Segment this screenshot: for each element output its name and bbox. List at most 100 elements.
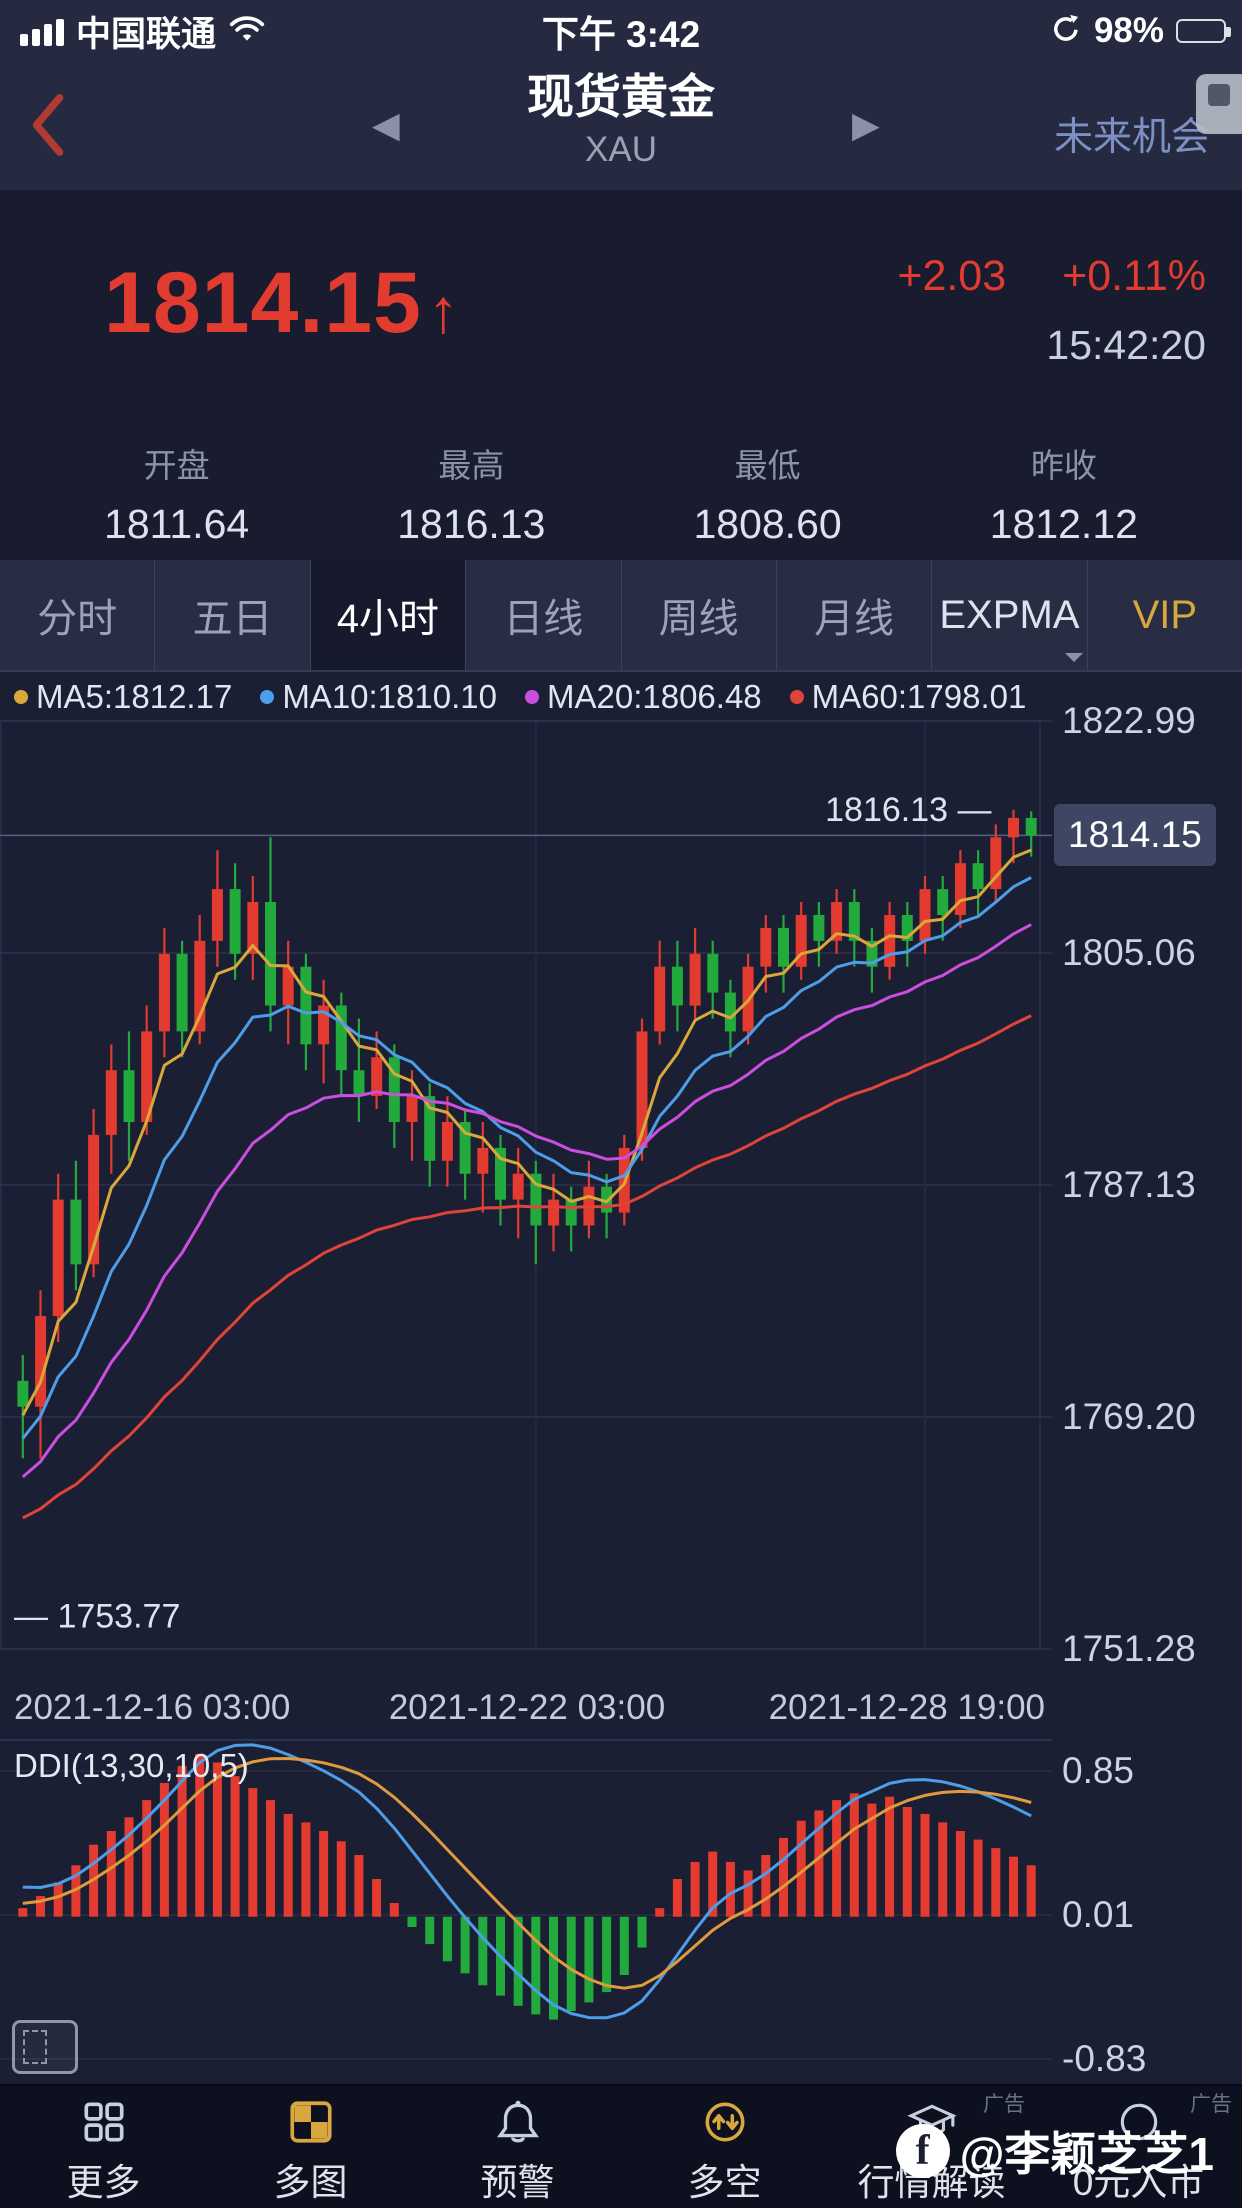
ddi-axis: 0.85 0.01 -0.83 [1052, 1739, 1242, 2084]
tab-vip[interactable]: VIP [1086, 560, 1242, 670]
price-change-percent: +0.11% [1062, 252, 1206, 300]
ma-legend: MA5:1812.17 MA10:1810.10 MA20:1806.48 MA… [14, 678, 1026, 716]
prev-close-label: 昨收 [1030, 447, 1097, 484]
ma5-dot-icon [14, 690, 28, 704]
carrier-name: 中国联通 [76, 14, 217, 54]
ma60-dot-icon [789, 690, 804, 704]
ma5-label: MA5:1812.17 [36, 678, 233, 715]
ma60-legend: MA60:1798.01 [789, 678, 1027, 716]
ddi-indicator-panel: DDI(13,30,10,5) 0.85 0.01 -0.83 [0, 1739, 1242, 2084]
symbol-code: XAU [585, 130, 657, 169]
nav-alert-label: 预警 [480, 2162, 555, 2203]
nav-more-label: 更多 [66, 2162, 141, 2203]
candlestick-chart: MA5:1812.17 MA10:1810.10 MA20:1806.48 MA… [0, 672, 1242, 1680]
nav-zero-entry-label: 0元入市 [1072, 2162, 1205, 2203]
ma10-legend: MA10:1810.10 [260, 678, 497, 716]
ma20-dot-icon [524, 690, 539, 704]
header: ◀ 现货黄金 XAU ▶ 未来机会 [0, 62, 1242, 190]
back-button[interactable] [26, 90, 68, 165]
page-title: 现货黄金 [527, 70, 715, 123]
period-tabs: 分时 五日 4小时 日线 周线 月线 EXPMA VIP [0, 560, 1242, 672]
price-up-arrow-icon: ↑ [427, 277, 460, 346]
tab-4hour[interactable]: 4小时 [309, 560, 466, 670]
nav-zero-entry[interactable]: 广告 0元入市 [1035, 2086, 1242, 2208]
next-symbol-icon[interactable]: ▶ [852, 104, 880, 145]
prev-close-value: 1812.12 [989, 501, 1138, 547]
bottom-nav: 更多 多图 预警 多空 广告 行情解读 广告 [0, 2084, 1242, 2208]
tab-5day[interactable]: 五日 [154, 560, 309, 670]
ohlc-stats: 开盘 1811.64 最高 1816.13 最低 1808.60 昨收 1812.12 [0, 405, 1242, 560]
promo-icon [1114, 2094, 1164, 2150]
chart-tool-button[interactable] [12, 2020, 78, 2074]
signal-strength-icon [20, 16, 64, 46]
tab-weekly[interactable]: 周线 [620, 560, 776, 670]
time-axis: 2021-12-16 03:00 2021-12-22 03:00 2021-1… [0, 1680, 1242, 1739]
future-opportunity-link[interactable]: 未来机会 [1053, 116, 1210, 159]
high-value: 1816.13 [397, 501, 546, 547]
nav-multi-chart[interactable]: 多图 [207, 2086, 414, 2208]
ddi-axis-label: 0.85 [1062, 1750, 1135, 1791]
x-tick-left: 2021-12-16 03:00 [14, 1688, 291, 1727]
price-axis: 1814.15 1822.99 1805.06 1787.13 1769.20 1751… [1052, 672, 1242, 1680]
x-tick-right: 2021-12-28 19:00 [768, 1688, 1045, 1727]
high-label: 最高 [438, 447, 505, 484]
floating-widget[interactable] [1196, 74, 1242, 134]
long-short-icon [700, 2094, 750, 2150]
price-axis-label: 1751.28 [1062, 1627, 1196, 1669]
current-price-tag: 1814.15 [1054, 804, 1216, 867]
x-tick-center: 2021-12-22 03:00 [388, 1688, 666, 1727]
tab-daily[interactable]: 日线 [465, 560, 620, 670]
watermark: f @李颖芝芝1 [895, 2118, 1214, 2184]
prev-symbol-icon[interactable]: ◀ [372, 104, 400, 145]
nav-alert[interactable]: 预警 [414, 2086, 621, 2208]
battery-percent: 98% [1093, 11, 1164, 50]
bell-icon [493, 2094, 543, 2150]
ddi-plot[interactable] [0, 1739, 1052, 2084]
status-bar: 中国联通 下午 3:42 98% [0, 0, 1242, 62]
ma5-legend: MA5:1812.17 [14, 678, 232, 716]
price-change: +2.03 [897, 252, 1007, 300]
orientation-lock-icon [1050, 13, 1082, 50]
nav-market-insight[interactable]: 广告 行情解读 [828, 2086, 1035, 2208]
nav-long-short[interactable]: 多空 [621, 2086, 828, 2208]
nav-multi-chart-label: 多图 [273, 2162, 348, 2203]
svg-text:1816.13 —: 1816.13 — [825, 791, 991, 829]
open-value: 1811.64 [104, 501, 250, 547]
price-plot[interactable]: 1816.13 — — 1753.77 [0, 672, 1052, 1680]
ma10-label: MA10:1810.10 [282, 678, 497, 715]
clock-time: 下午 3:42 [541, 14, 701, 55]
facebook-icon: f [895, 2124, 950, 2178]
ad-badge: 广告 [983, 2093, 1025, 2116]
wifi-icon [228, 15, 266, 48]
watermark-text: @李颖芝芝1 [959, 2128, 1214, 2180]
ma10-dot-icon [260, 690, 275, 704]
last-price: 1814.15↑ [104, 255, 460, 351]
price-axis-label: 1769.20 [1062, 1396, 1196, 1437]
low-value: 1808.60 [693, 501, 842, 547]
battery-icon [1176, 19, 1231, 43]
ddi-axis-label: -0.83 [1062, 2038, 1147, 2079]
grid-icon [79, 2094, 129, 2150]
open-label: 开盘 [143, 447, 210, 484]
ddi-label: DDI(13,30,10,5) [14, 1747, 249, 1784]
ad-badge: 广告 [1190, 2093, 1232, 2116]
tab-expma[interactable]: EXPMA [931, 560, 1086, 670]
ma20-legend: MA20:1806.48 [524, 678, 762, 716]
quote-time: 15:42:20 [1046, 322, 1206, 368]
ddi-axis-label: 0.01 [1062, 1894, 1135, 1935]
tab-timeline[interactable]: 分时 [37, 597, 118, 641]
price-axis-label: 1787.13 [1062, 1164, 1196, 1205]
dropdown-caret-icon [1064, 653, 1083, 662]
svg-text:— 1753.77: — 1753.77 [14, 1598, 180, 1636]
ma60-label: MA60:1798.01 [811, 678, 1027, 715]
low-label: 最低 [734, 447, 801, 484]
nav-long-short-label: 多空 [687, 2162, 762, 2203]
quote-panel: 1814.15↑ +2.03 +0.11% 15:42:20 [0, 190, 1242, 405]
price-axis-label: 1805.06 [1062, 932, 1196, 973]
tab-monthly[interactable]: 月线 [775, 560, 931, 670]
nav-more[interactable]: 更多 [0, 2086, 207, 2208]
ma20-label: MA20:1806.48 [546, 678, 762, 715]
price-axis-label: 1822.99 [1062, 700, 1196, 741]
multi-chart-icon [286, 2094, 336, 2150]
